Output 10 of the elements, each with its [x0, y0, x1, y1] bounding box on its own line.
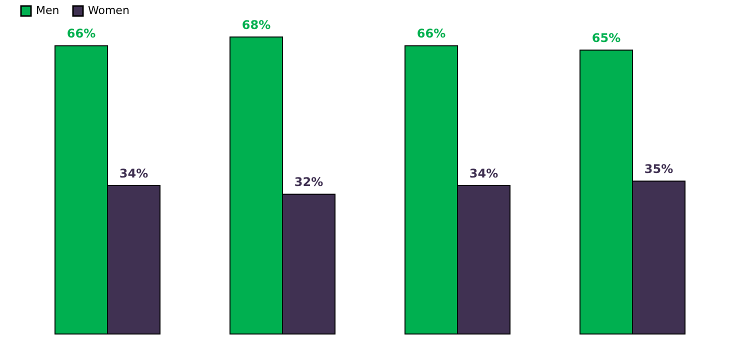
data-label: 34%	[119, 166, 148, 180]
data-label: 32%	[294, 175, 324, 190]
data-label: 66%	[416, 26, 446, 41]
data-label: 34%	[469, 166, 498, 180]
data-label: 66%	[66, 26, 96, 41]
legend-label: Women	[88, 4, 130, 17]
data-label: 35%	[644, 162, 674, 176]
data-label: 65%	[592, 31, 621, 46]
legend-label: Men	[36, 4, 60, 17]
data-label: 68%	[242, 18, 271, 32]
